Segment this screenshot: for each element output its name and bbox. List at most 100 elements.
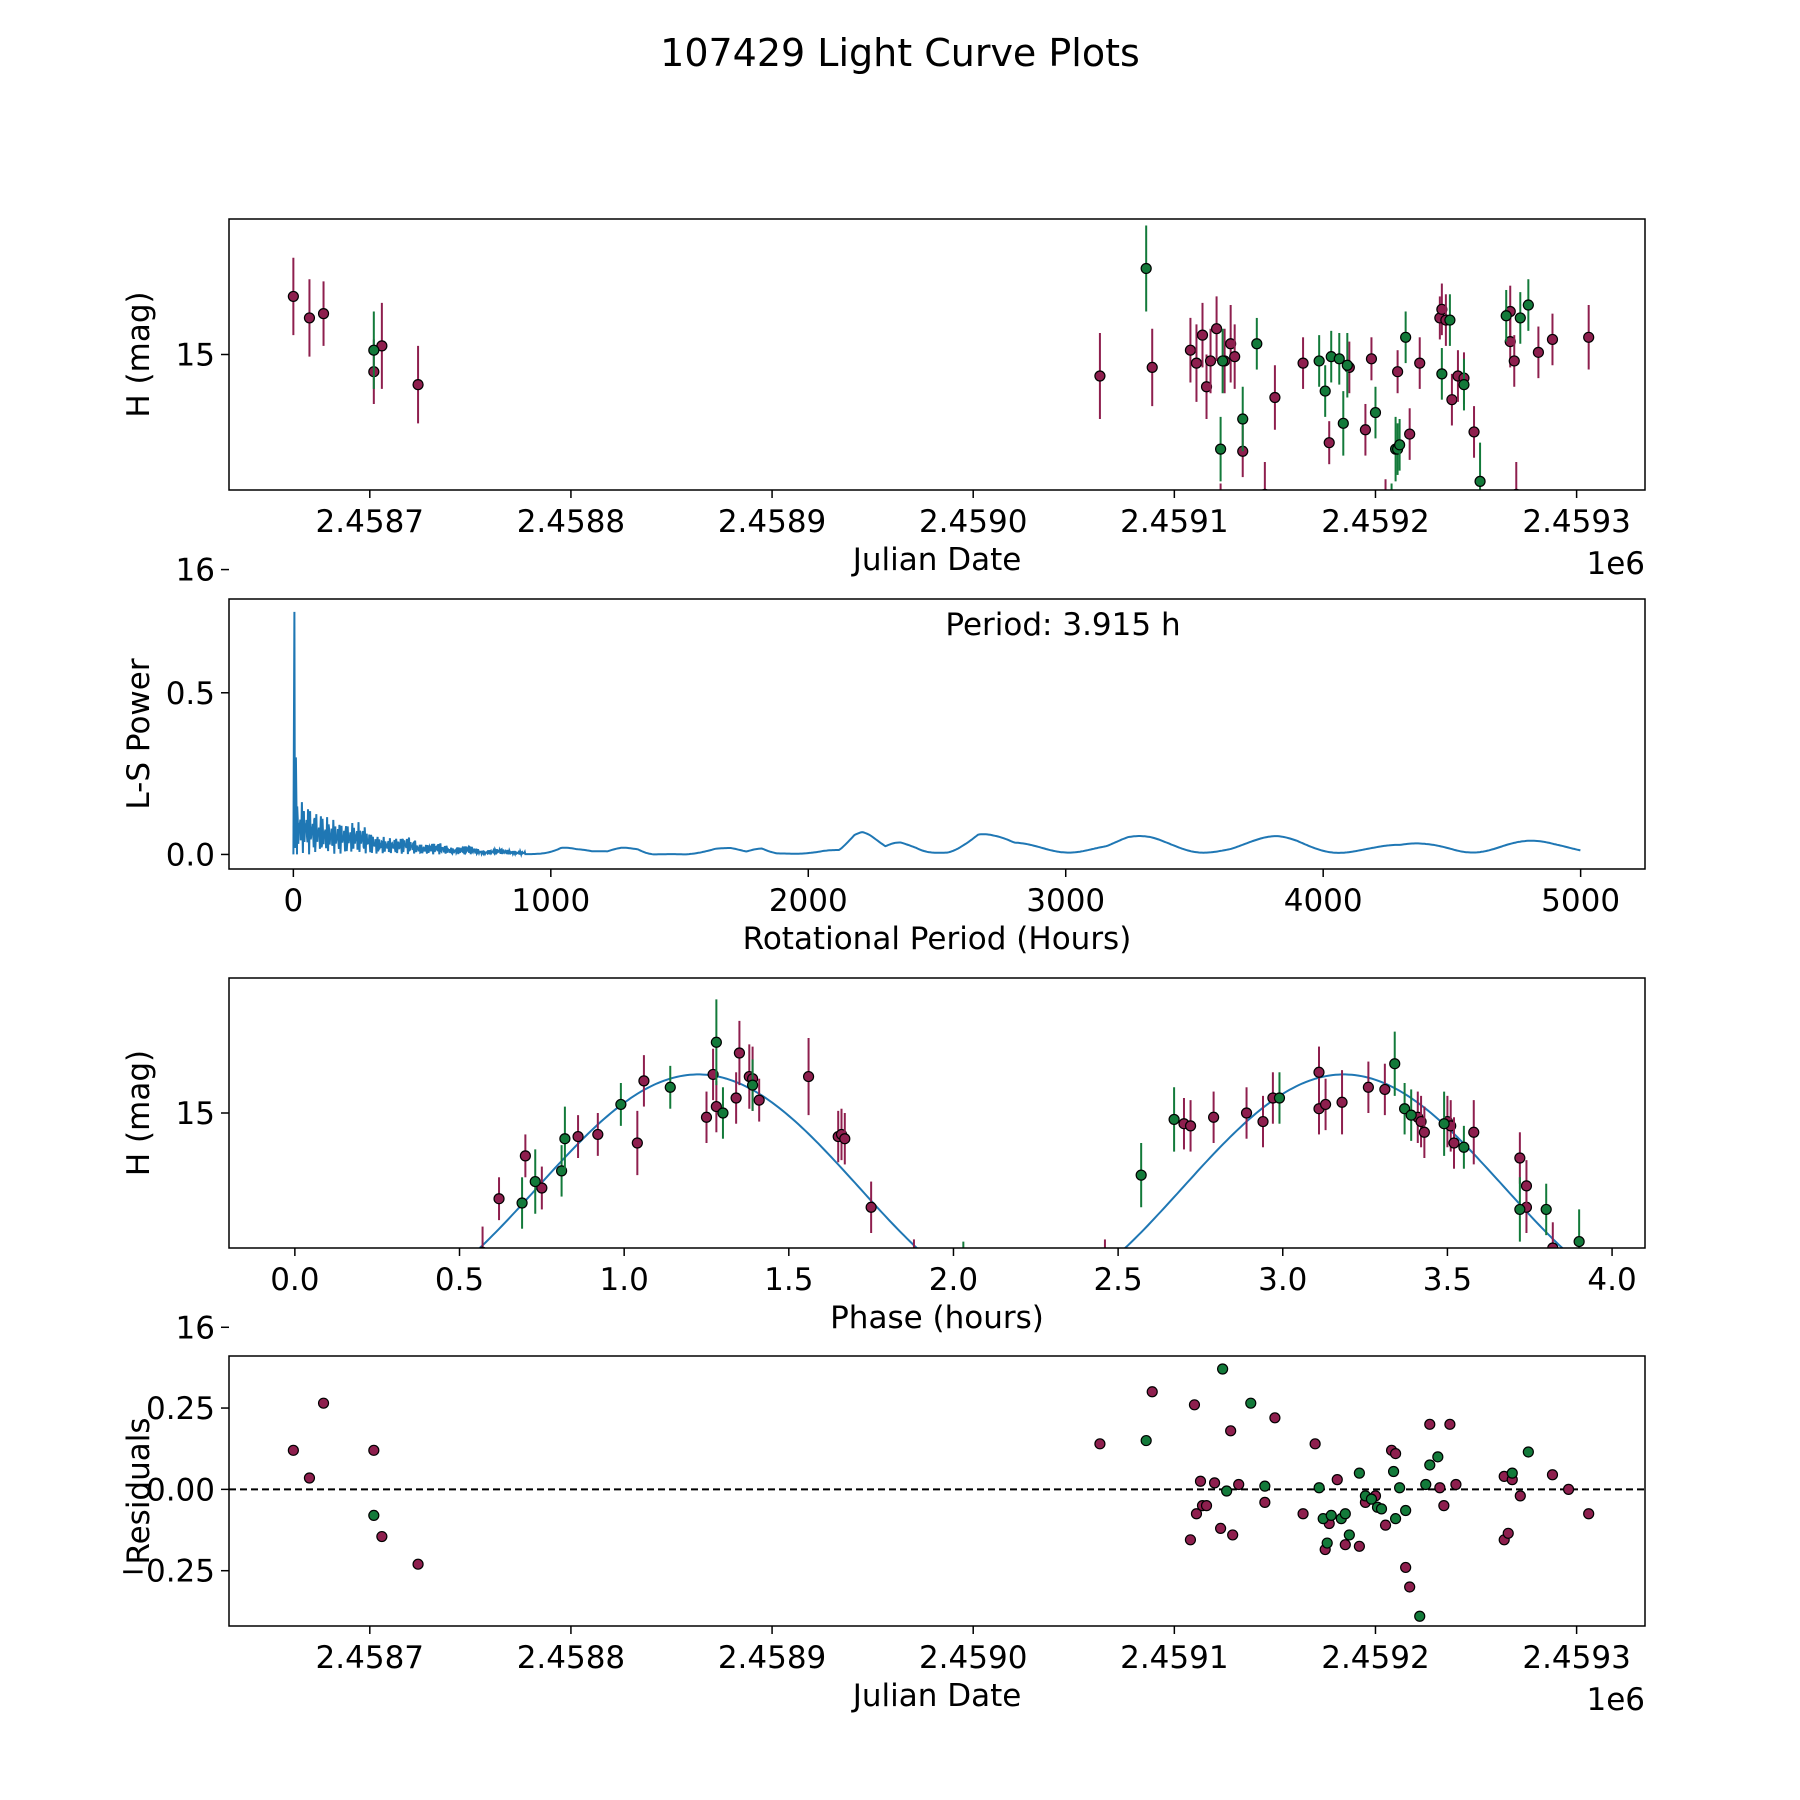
data-point-a (638, 1075, 650, 1087)
data-point-a (1362, 1081, 1374, 1093)
data-point-b (1168, 1113, 1180, 1126)
data-point-b (1217, 1363, 1229, 1375)
x-tick-label: 2.4589 (718, 504, 826, 540)
data-point-b (1365, 1493, 1378, 1505)
x-tick-label: 2.4588 (517, 1640, 625, 1676)
x-offset-label: 1e6 (1586, 546, 1645, 582)
data-point-a (1190, 1508, 1203, 1520)
data-point-b (1436, 368, 1448, 380)
data-point-a (1146, 361, 1158, 374)
data-point-a (1313, 1066, 1325, 1078)
data-point-b (1400, 1504, 1412, 1517)
data-point-a (1331, 1474, 1343, 1486)
data-point-a (1546, 333, 1559, 346)
data-point-a (572, 1130, 584, 1143)
data-point-a (1583, 331, 1595, 343)
data-point-a (1297, 1508, 1309, 1520)
y-tick-label: 16 (176, 1310, 215, 1346)
plot-area (478, 999, 1585, 1369)
data-point-a (1070, 1335, 1080, 1345)
data-point-a (493, 1193, 505, 1205)
x-axis-label: Phase (hours) (830, 1300, 1044, 1336)
x-tick-label: 2.4587 (316, 504, 424, 540)
data-point-b (1237, 413, 1249, 425)
data-point-a (1037, 1359, 1047, 1369)
data-point-a (1444, 1418, 1456, 1430)
data-point-a (1450, 1478, 1462, 1491)
x-tick-label: 2.4592 (1321, 504, 1429, 540)
data-point-a (1064, 1309, 1074, 1319)
data-point-b (1449, 623, 1459, 633)
data-point-b (1259, 1480, 1271, 1492)
data-point-b (1432, 1451, 1444, 1463)
data-point-a (1424, 1418, 1436, 1430)
data-point-b (1313, 1482, 1325, 1494)
data-point-a (730, 1092, 742, 1104)
data-point-a (1379, 1519, 1392, 1531)
data-point-b (1325, 1509, 1337, 1521)
data-point-a (1359, 424, 1372, 436)
data-point-a (1446, 394, 1458, 406)
plot-frame (228, 1355, 1646, 1627)
data-point-b (529, 1175, 541, 1188)
data-point-a (1508, 355, 1520, 367)
period-annotation: Period: 3.915 h (945, 607, 1180, 643)
x-tick-label: 0.5 (435, 1262, 484, 1298)
data-point-a (1054, 1284, 1064, 1294)
data-point-a (1208, 1111, 1220, 1123)
data-point-b (1424, 1459, 1436, 1471)
data-point-b (1414, 1610, 1426, 1622)
y-tick-label: 0.5 (166, 676, 215, 712)
data-point-b (1522, 299, 1534, 311)
data-point-b (1389, 1513, 1402, 1525)
data-point-b (1389, 1058, 1401, 1070)
y-tick-label: 0.0 (166, 837, 215, 873)
data-point-a (1512, 488, 1520, 490)
data-point-a (1392, 366, 1404, 378)
data-point-a (1227, 1529, 1239, 1541)
y-axis-label: L-S Power (121, 658, 157, 809)
data-point-a (1233, 1478, 1245, 1491)
data-point-b (1341, 359, 1353, 371)
data-point-b (1375, 1503, 1388, 1515)
y-tick-label: 0.25 (146, 1391, 215, 1427)
x-tick-label: 1000 (511, 883, 590, 919)
data-point-a (1215, 1522, 1227, 1535)
data-point-b (1273, 1092, 1286, 1104)
data-point-a (802, 1070, 815, 1083)
data-point-b (1313, 355, 1325, 367)
data-point-a (287, 290, 299, 303)
data-point-b (1245, 1397, 1257, 1409)
data-point-a (1389, 1447, 1402, 1460)
data-point-b (1140, 1434, 1152, 1447)
plot-frame (228, 977, 1646, 1249)
data-point-a (303, 1472, 316, 1484)
data-point-a (865, 1201, 877, 1213)
data-point-b (1221, 1485, 1233, 1497)
data-point-a (710, 1100, 722, 1113)
data-point-b (1217, 355, 1229, 367)
data-point-a (536, 1182, 548, 1194)
data-point-b (1506, 1467, 1518, 1479)
x-axis-label: Rotational Period (Hours) (743, 921, 1132, 957)
data-point-b (1514, 312, 1526, 324)
data-point-a (1259, 1496, 1271, 1508)
data-point-a (1404, 428, 1416, 440)
data-point-a (1514, 1490, 1526, 1502)
data-point-b (1420, 1478, 1432, 1491)
data-point-a (1319, 1098, 1332, 1111)
x-axis-label: Julian Date (851, 542, 1022, 578)
data-point-b (368, 1509, 380, 1521)
data-point-b (368, 344, 380, 356)
data-point-b (1251, 338, 1263, 350)
data-point-a (1190, 357, 1203, 369)
y-tick-label: 16 (176, 553, 215, 589)
data-point-a (317, 308, 330, 320)
data-point-b (1319, 385, 1331, 397)
data-point-a (700, 1111, 713, 1123)
y-tick-label: −0.25 (120, 1554, 215, 1590)
x-tick-label: 1.0 (600, 1262, 649, 1298)
x-tick-label: 2.4587 (316, 1640, 424, 1676)
residuals-panel: 2.4587 2.4588 2.4589 2.4590 2.4591 2.4592 2.45… (120, 1355, 1646, 1718)
